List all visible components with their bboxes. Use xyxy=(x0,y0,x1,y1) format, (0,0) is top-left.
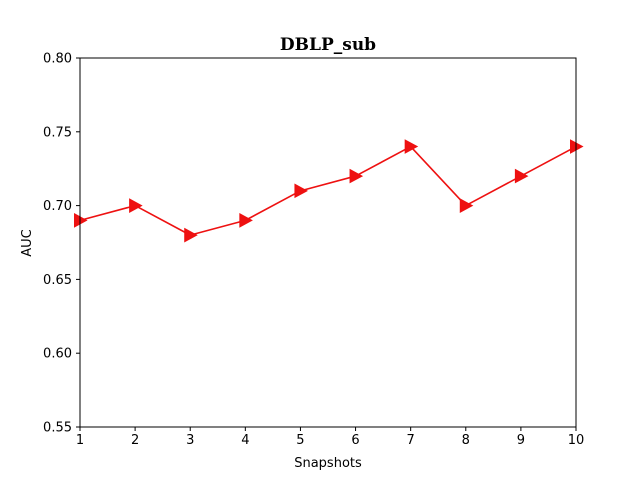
chart-title: DBLP_sub xyxy=(280,35,376,55)
series-line xyxy=(79,145,577,236)
data-point-marker xyxy=(184,227,198,243)
data-point-marker xyxy=(404,139,419,154)
x-axis-label: Snapshots xyxy=(294,456,362,471)
y-tick-label: 0.70 xyxy=(43,199,72,214)
data-point-marker xyxy=(129,198,143,213)
y-tick-label: 0.65 xyxy=(43,273,72,288)
y-tick-label: 0.75 xyxy=(43,125,72,140)
y-tick-label: 0.60 xyxy=(43,347,72,362)
data-point-marker xyxy=(514,168,529,184)
data-point-marker xyxy=(349,168,364,184)
x-tick-label: 6 xyxy=(351,433,359,448)
x-tick-label: 5 xyxy=(296,433,304,448)
x-tick-label: 9 xyxy=(517,433,525,448)
x-tick-label: 10 xyxy=(568,433,585,448)
x-tick-label: 1 xyxy=(76,433,84,448)
y-tick-label: 0.80 xyxy=(43,52,72,67)
data-point-marker xyxy=(239,213,253,228)
x-tick-label: 3 xyxy=(186,433,194,448)
y-tick-label: 0.55 xyxy=(43,421,72,436)
data-point-marker xyxy=(459,198,474,213)
x-tick-label: 2 xyxy=(131,433,139,448)
data-point-marker xyxy=(294,183,308,199)
plot-frame xyxy=(79,57,577,428)
x-tick-label: 4 xyxy=(241,433,249,448)
x-tick-label: 7 xyxy=(407,433,415,448)
y-axis-label: AUC xyxy=(20,229,35,257)
x-tick-label: 8 xyxy=(462,433,470,448)
